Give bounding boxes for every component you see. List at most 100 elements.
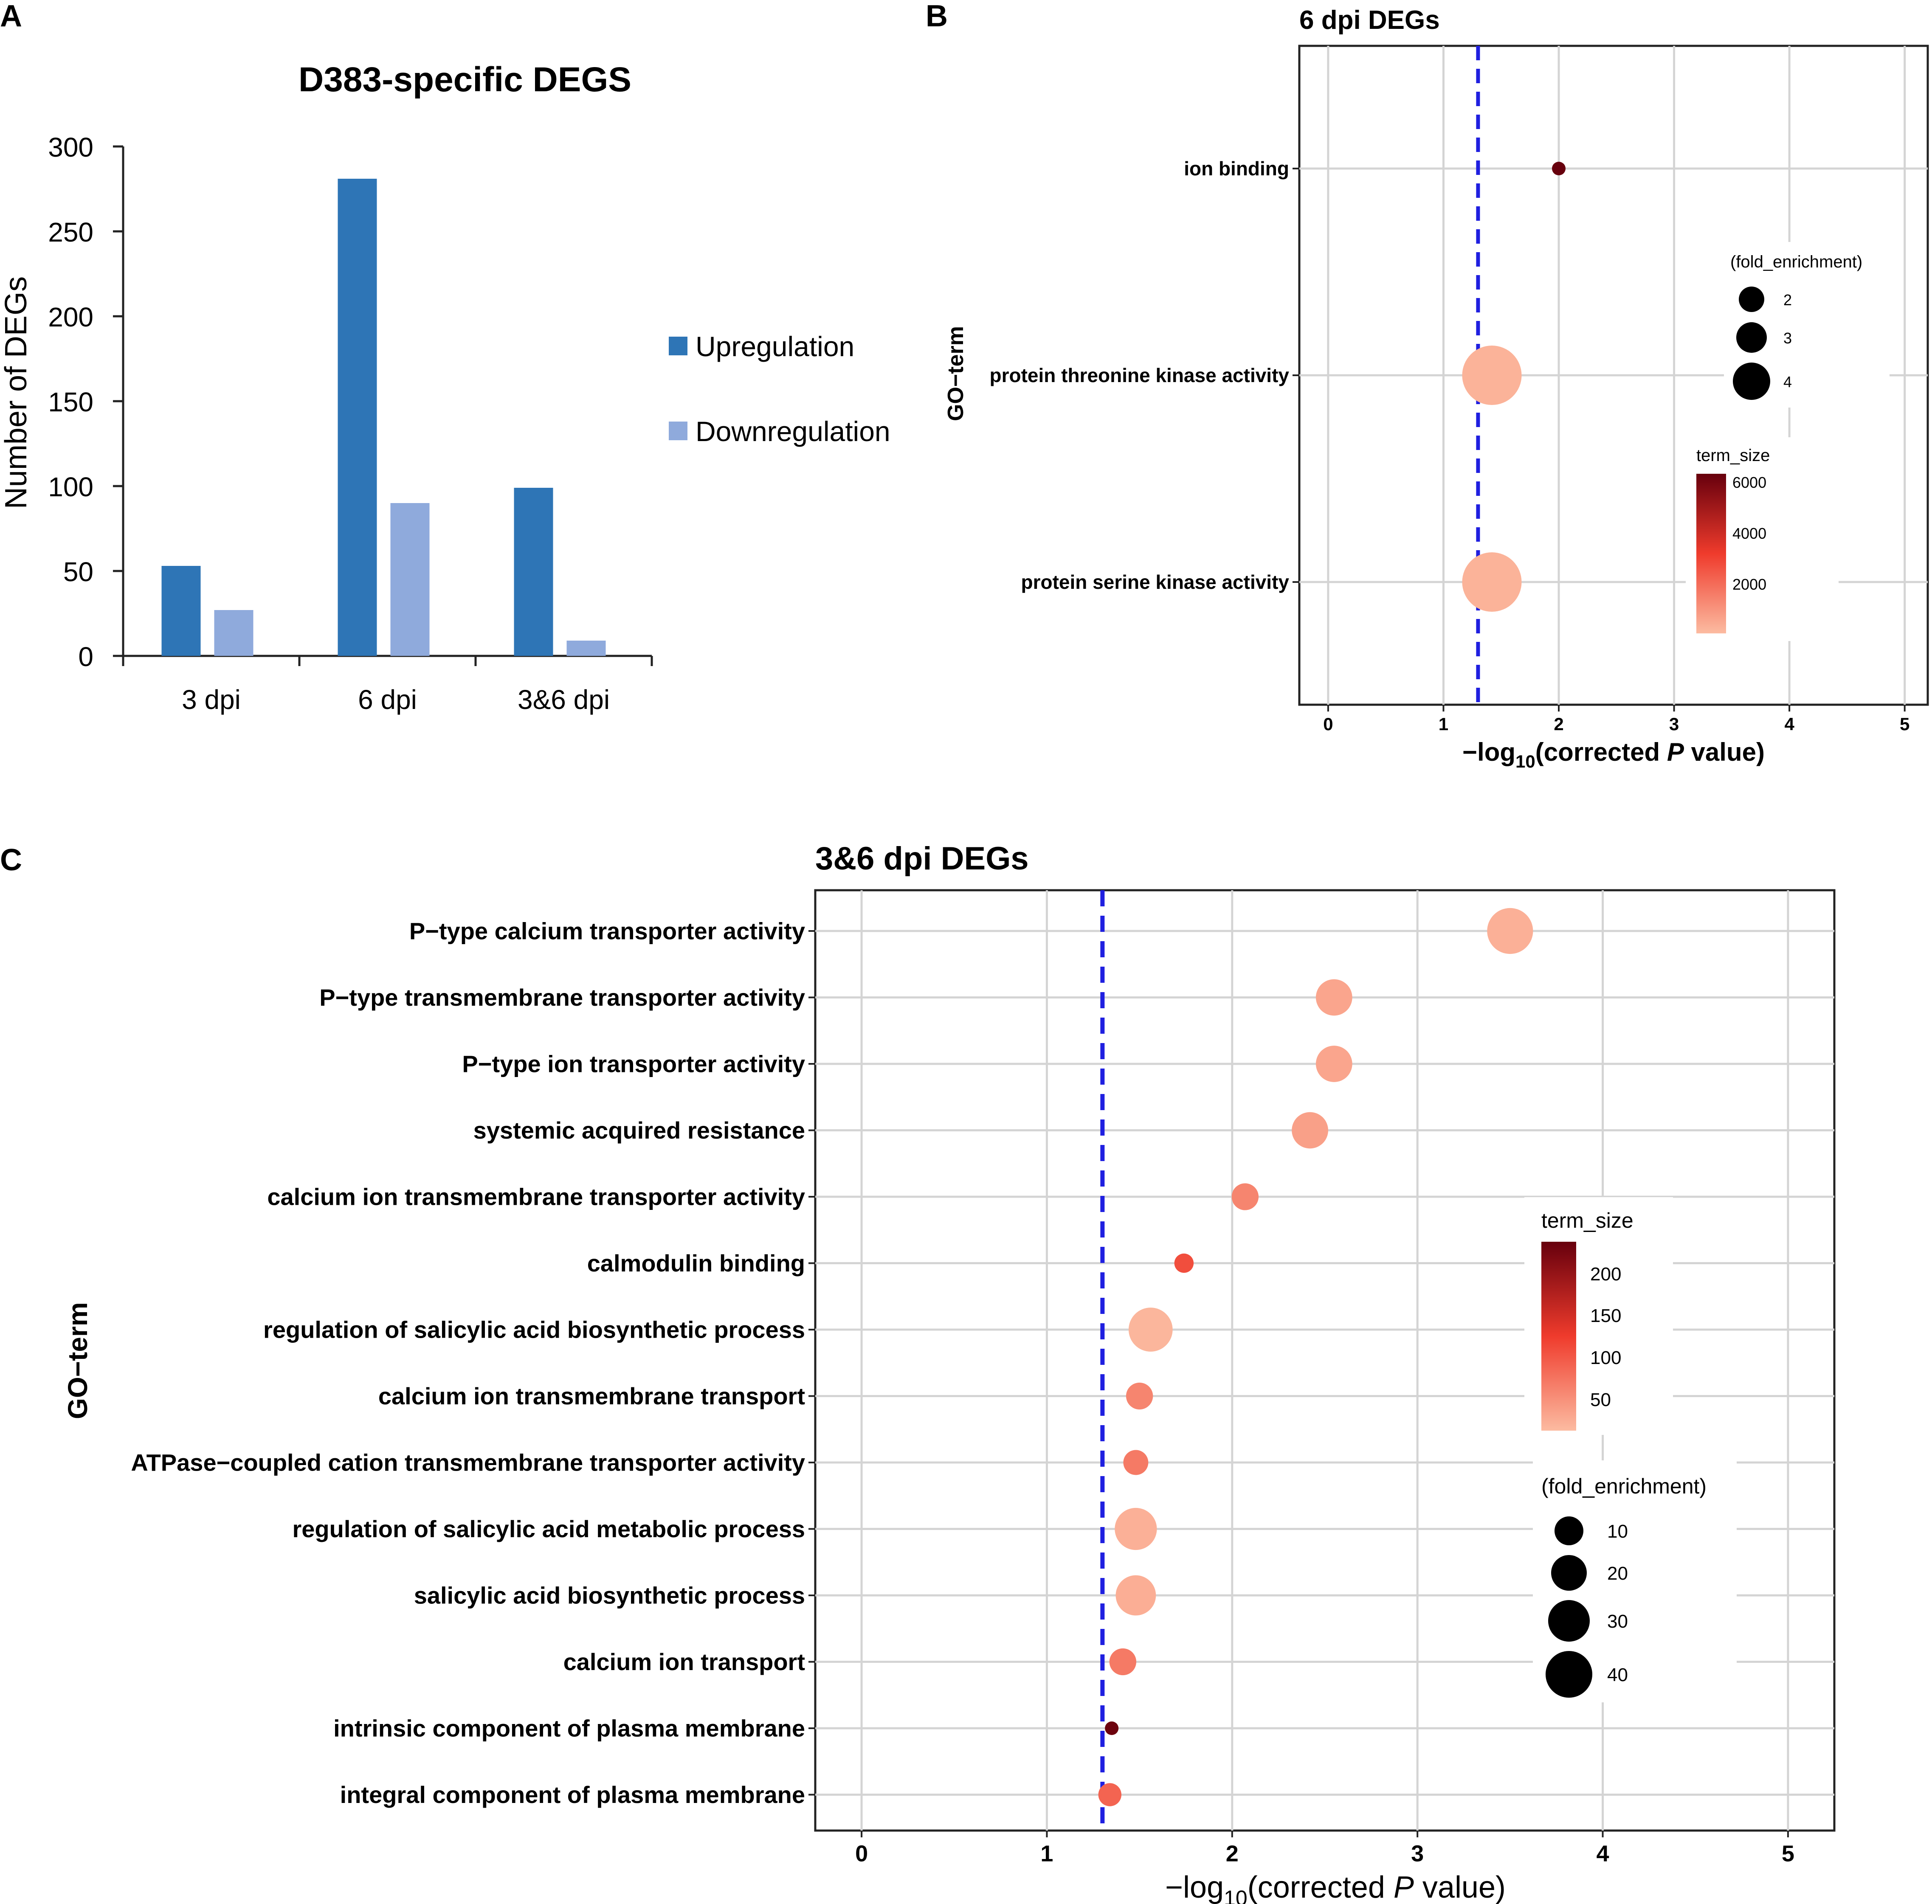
- term-point: [1105, 1721, 1119, 1735]
- panel-letter-c: C: [0, 843, 22, 877]
- term-label: calmodulin binding: [587, 1250, 805, 1277]
- y-tick-label: 300: [48, 132, 93, 163]
- dot-plot-c-title: 3&6 dpi DEGs: [815, 841, 1029, 877]
- x-tick-label: 3 dpi: [182, 684, 241, 715]
- term-point: [1128, 1308, 1173, 1352]
- dot-plot-b-x-ticks: 0 1 2 3 4 5: [1323, 705, 1909, 734]
- size-legend-dot: [1739, 287, 1764, 312]
- x-tick-label: 2: [1554, 714, 1563, 734]
- bar-chart-title: D383-specific DEGS: [299, 60, 631, 99]
- y-tick-label: 0: [78, 641, 93, 672]
- panel-letter-b: B: [926, 0, 948, 33]
- dot-plot-b-term-labels: ion binding protein threonine kinase acti…: [989, 157, 1299, 593]
- term-label: regulation of salicylic acid metabolic p…: [292, 1516, 805, 1542]
- term-label: protein threonine kinase activity: [989, 364, 1289, 386]
- term-point: [1115, 1507, 1157, 1550]
- term-label: P−type ion transporter activity: [462, 1051, 805, 1077]
- size-legend-title: (fold_enrichment): [1541, 1474, 1707, 1498]
- color-legend-tick: 50: [1590, 1389, 1611, 1410]
- term-label: ion binding: [1184, 157, 1289, 180]
- size-legend-label: 4: [1783, 373, 1792, 391]
- size-legend-label: 3: [1783, 329, 1792, 347]
- bar-chart-legend: Upregulation Downregulation: [669, 331, 890, 447]
- panel-b: B 6 dpi DEGs ion binding protein threonin…: [926, 0, 1929, 771]
- x-tick-label: 5: [1900, 714, 1909, 734]
- x-tick-label: 0: [1323, 714, 1333, 734]
- bar-downregulation: [566, 641, 606, 656]
- term-label: calcium ion transmembrane transporter ac…: [267, 1184, 805, 1210]
- bar-chart-bars: [161, 179, 606, 656]
- term-point: [1123, 1450, 1149, 1475]
- bar-upregulation: [338, 179, 377, 656]
- size-legend-dot: [1736, 322, 1767, 353]
- dot-plot-b-points: [1462, 162, 1566, 612]
- term-label: systemic acquired resistance: [473, 1117, 805, 1144]
- x-tick-label: 3: [1411, 1841, 1424, 1867]
- term-label: ATPase−coupled cation transmembrane tran…: [131, 1449, 805, 1476]
- dot-plot-c-term-labels: P−type calcium transporter activity P−typ…: [131, 918, 815, 1808]
- bar-downregulation: [390, 503, 430, 656]
- term-point: [1315, 979, 1352, 1016]
- x-tick-label: 0: [855, 1841, 868, 1867]
- term-label: intrinsic component of plasma membrane: [333, 1715, 805, 1742]
- term-point: [1231, 1183, 1259, 1210]
- term-point: [1462, 552, 1522, 612]
- y-tick-label: 100: [48, 472, 93, 502]
- size-legend-dot: [1546, 1651, 1592, 1698]
- bar-upregulation: [161, 566, 201, 656]
- color-legend-title: term_size: [1541, 1209, 1633, 1232]
- dot-plot-b-size-legend: (fold_enrichment) 2 3 4: [1724, 242, 1890, 408]
- size-legend-label: 2: [1783, 291, 1792, 309]
- dot-plot-b-x-axis-label: −log10(corrected P value): [1462, 738, 1765, 771]
- color-legend-gradient-bar: [1541, 1242, 1576, 1431]
- term-point: [1315, 1046, 1352, 1082]
- term-label: P−type calcium transporter activity: [409, 918, 805, 945]
- size-legend-label: 10: [1607, 1521, 1628, 1542]
- panel-c: C 3&6 dpi DEGs P−type calcium transporte…: [0, 841, 1836, 1904]
- color-legend-title: term_size: [1696, 446, 1770, 465]
- y-tick-label: 50: [63, 557, 93, 587]
- x-tick-label: 1: [1439, 714, 1448, 734]
- x-tick-label: 4: [1597, 1841, 1609, 1867]
- x-tick-label: 1: [1040, 1841, 1053, 1867]
- x-tick-label: 3&6 dpi: [518, 684, 610, 715]
- y-tick-label: 150: [48, 387, 93, 417]
- dot-plot-c-y-axis-label: GO−term: [62, 1302, 93, 1419]
- dot-plot-c-x-axis-label: −log10(corrected P value): [1165, 1870, 1506, 1904]
- legend-label: Downregulation: [696, 416, 890, 447]
- term-label: P−type transmembrane transporter activit…: [319, 984, 805, 1011]
- term-point: [1098, 1783, 1122, 1806]
- term-label: regulation of salicylic acid biosyntheti…: [263, 1316, 805, 1343]
- dot-plot-c-gridlines: [815, 890, 1834, 1831]
- bar-chart-x-axis: 3 dpi 6 dpi 3&6 dpi: [122, 655, 653, 715]
- size-legend-label: 40: [1607, 1665, 1628, 1685]
- bar-chart-y-axis-label: Number of DEGs: [0, 276, 33, 509]
- x-tick-label: 6 dpi: [358, 684, 417, 715]
- color-legend-tick: 2000: [1732, 576, 1766, 593]
- color-legend-tick: 6000: [1732, 474, 1766, 491]
- term-label: integral component of plasma membrane: [340, 1781, 805, 1808]
- bar-upregulation: [514, 488, 553, 656]
- term-label: calcium ion transport: [563, 1648, 805, 1675]
- term-point: [1126, 1382, 1153, 1410]
- term-point: [1109, 1648, 1137, 1676]
- legend-swatch: [669, 422, 687, 440]
- panel-letter-a: A: [0, 0, 22, 33]
- size-legend-dot: [1555, 1516, 1583, 1545]
- term-point: [1552, 162, 1566, 175]
- term-point: [1462, 346, 1522, 405]
- color-legend-tick: 4000: [1732, 525, 1766, 542]
- size-legend-label: 20: [1607, 1563, 1628, 1584]
- x-tick-label: 2: [1226, 1841, 1239, 1867]
- color-legend-tick: 150: [1590, 1305, 1621, 1326]
- term-label: calcium ion transmembrane transport: [378, 1383, 805, 1409]
- term-point: [1487, 908, 1533, 954]
- y-tick-label: 200: [48, 302, 93, 332]
- dot-plot-c-x-ticks: 0 1 2 3 4 5: [855, 1831, 1794, 1867]
- size-legend-title: (fold_enrichment): [1730, 253, 1862, 271]
- term-label: salicylic acid biosynthetic process: [414, 1582, 805, 1609]
- bar-chart-y-axis: 0 50 100 150 200 250 300: [48, 132, 124, 672]
- size-legend-dot: [1548, 1600, 1590, 1642]
- dot-plot-b-color-legend: term_size 6000 4000 2000: [1686, 437, 1839, 641]
- term-point: [1174, 1253, 1194, 1273]
